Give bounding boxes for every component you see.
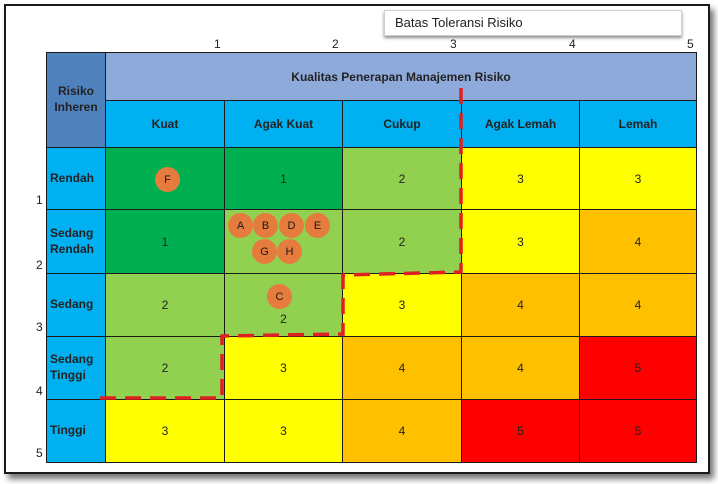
risk-marker-e: E xyxy=(305,213,330,238)
risk-cell-r2-c1: 1 xyxy=(105,209,225,274)
top-axis-5: 5 xyxy=(687,37,694,51)
quality-header: Kualitas Penerapan Manajemen Risiko xyxy=(105,52,697,101)
risk-marker-a: A xyxy=(228,213,253,238)
risk-cell-r5-c3: 4 xyxy=(342,399,462,463)
risk-cell-r2-c3: 2 xyxy=(342,209,462,274)
risk-marker-c: C xyxy=(267,284,292,309)
risk-cell-r3-c5: 4 xyxy=(579,273,697,337)
top-axis-2: 2 xyxy=(332,37,339,51)
top-axis-4: 4 xyxy=(569,37,576,51)
risk-cell-r2-c5: 4 xyxy=(579,209,697,274)
risk-cell-r1-c5: 3 xyxy=(579,147,697,210)
column-header-agak-lemah: Agak Lemah xyxy=(461,100,580,148)
risk-cell-r5-c5: 5 xyxy=(579,399,697,463)
risk-marker-g: G xyxy=(252,239,277,264)
risk-cell-r1-c2: 1 xyxy=(224,147,343,210)
row-header-rendah: Rendah xyxy=(46,147,106,210)
column-header-cukup: Cukup xyxy=(342,100,462,148)
risk-marker-d: D xyxy=(279,213,304,238)
top-axis-1: 1 xyxy=(214,37,221,51)
row-header-sedang-tinggi: Sedang Tinggi xyxy=(46,336,106,400)
left-axis-4: 4 xyxy=(36,384,43,398)
risk-cell-r5-c4: 5 xyxy=(461,399,580,463)
tolerance-legend: Batas Toleransi Risiko xyxy=(384,10,682,36)
column-header-agak-kuat: Agak Kuat xyxy=(224,100,343,148)
risk-cell-r4-c5: 5 xyxy=(579,336,697,400)
top-axis-3: 3 xyxy=(450,37,457,51)
risk-marker-b: B xyxy=(253,213,278,238)
risk-cell-r5-c2: 3 xyxy=(224,399,343,463)
left-axis-1: 1 xyxy=(36,193,43,207)
left-axis-5: 5 xyxy=(36,446,43,460)
row-header-tinggi: Tinggi xyxy=(46,399,106,463)
column-header-kuat: Kuat xyxy=(105,100,225,148)
corner-line1: Risiko xyxy=(57,84,94,98)
risk-marker-f: F xyxy=(155,167,180,192)
row-header-sedang-rendah: Sedang Rendah xyxy=(46,209,106,274)
left-axis-3: 3 xyxy=(36,320,43,334)
column-header-lemah: Lemah xyxy=(579,100,697,148)
left-axis-2: 2 xyxy=(36,258,43,272)
risk-cell-r4-c1: 2 xyxy=(105,336,225,400)
risk-marker-h: H xyxy=(277,239,302,264)
tolerance-label: Batas Toleransi Risiko xyxy=(395,15,523,30)
corner-line2: Inheren xyxy=(54,100,98,115)
